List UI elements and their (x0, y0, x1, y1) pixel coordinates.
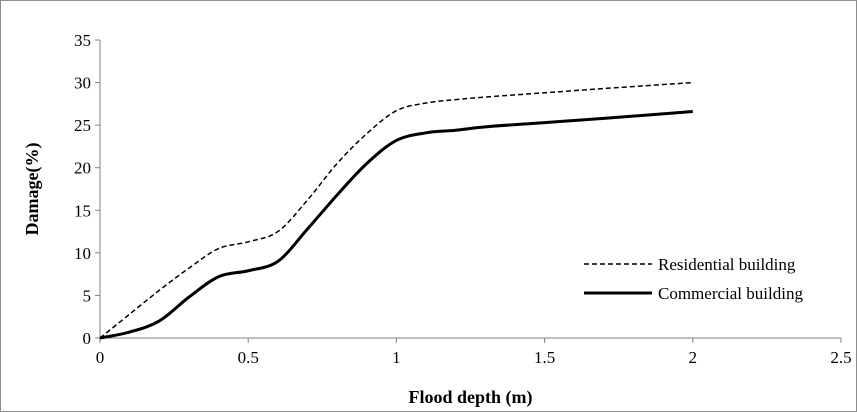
x-axis-title: Flood depth (m) (408, 387, 532, 408)
x-tick-label: 1 (392, 348, 401, 367)
commercial-building-line (99, 110, 693, 340)
y-tick-label: 0 (83, 329, 92, 348)
y-tick-label: 20 (74, 159, 91, 178)
y-tick-label: 5 (83, 286, 92, 305)
legend-label-commercial: Commercial building (658, 284, 803, 303)
y-tick-label: 30 (74, 74, 91, 93)
x-tick-label: 2 (689, 348, 698, 367)
y-tick-label: 15 (74, 201, 91, 220)
series-layer (99, 81, 693, 340)
y-axis-ticks: 0 5 10 15 20 25 30 35 (74, 31, 100, 348)
x-tick-label: 2.5 (830, 348, 851, 367)
residential-building-line (99, 81, 693, 339)
x-tick-label: 0 (96, 348, 105, 367)
y-tick-label: 10 (74, 244, 91, 263)
x-tick-label: 0.5 (238, 348, 259, 367)
y-tick-label: 25 (74, 116, 91, 135)
x-axis-ticks: 0 0.5 1 1.5 2 2.5 (96, 338, 852, 367)
x-tick-label: 1.5 (534, 348, 555, 367)
y-axis-title: Damage(%) (22, 143, 43, 236)
legend-label-residential: Residential building (658, 255, 796, 274)
y-tick-label: 35 (74, 31, 91, 50)
legend: Residential building Commercial building (584, 255, 803, 303)
